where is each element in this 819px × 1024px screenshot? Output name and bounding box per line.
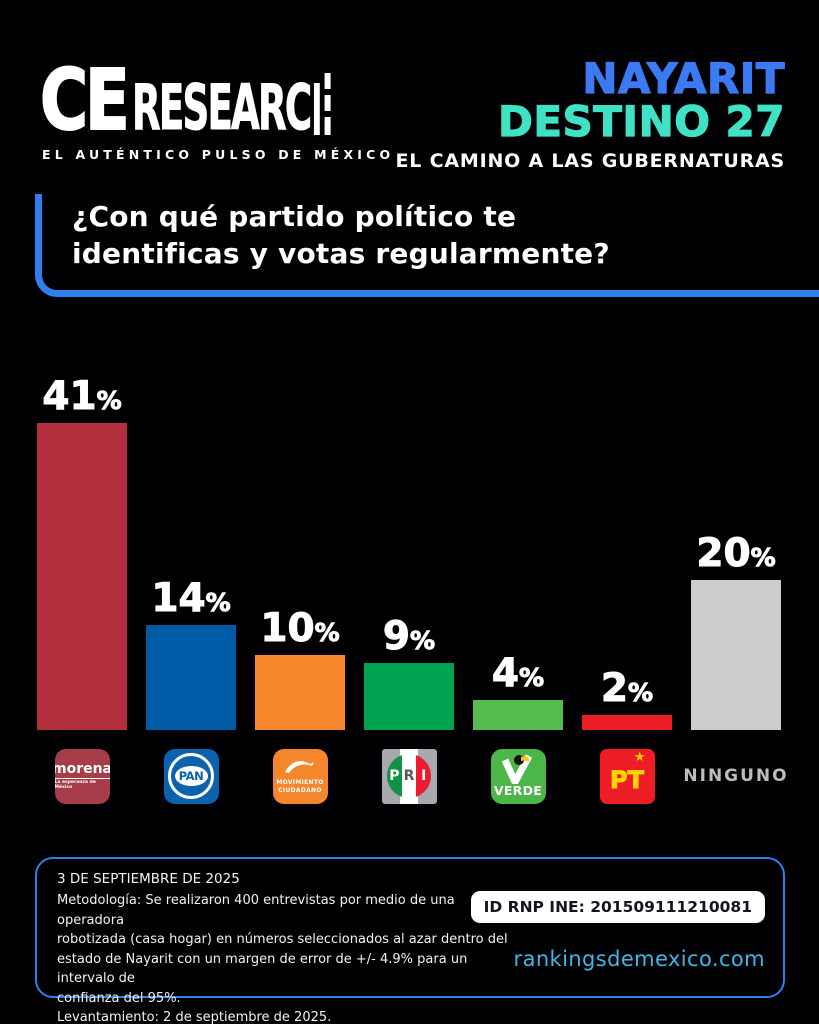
bar-value-label-morena: 41% — [42, 373, 122, 419]
morena-logo-text: morena — [54, 761, 110, 777]
methodology-text: Metodología: Se realizaron 400 entrevist… — [57, 893, 508, 1024]
bar-column-pri: 9% — [364, 613, 454, 730]
bar-pt — [582, 715, 672, 730]
question-line-2: identificas y votas regularmente? — [72, 237, 610, 270]
pt-logo-text: PT — [610, 766, 645, 794]
bar-column-pan: 14% — [146, 579, 236, 730]
brand-tagline: EL AUTÉNTICO PULSO DE MÉXICO — [42, 147, 395, 162]
eagle-icon — [285, 761, 314, 773]
bar-mc — [255, 655, 345, 730]
methodology-box: 3 DE SEPTIEMBRE DE 2025 Metodología: Se … — [35, 857, 785, 1024]
website-link[interactable]: rankingsdemexico.com — [513, 947, 765, 971]
bar-column-verde: 4% — [473, 654, 563, 730]
pri-letter-r: R — [401, 754, 417, 798]
pt-logo-icon: ★ PT — [599, 748, 655, 804]
bar-morena — [37, 422, 127, 730]
morena-logo-icon: morena La esperanza de México — [54, 748, 110, 804]
mc-logo-line-1: MOVIMIENTO — [276, 779, 324, 786]
question-title: ¿Con qué partido político te identificas… — [72, 198, 610, 272]
state-title: NAYARIT — [582, 54, 785, 103]
logo-research-text: RESEARC — [132, 71, 313, 145]
morena-logo-tagline: La esperanza de México — [54, 778, 110, 790]
logo-ce-text: CE — [39, 50, 130, 150]
bar-value-label-pri: 9% — [382, 613, 436, 659]
mc-logo-line-2: CIUDADANO — [278, 786, 322, 794]
bar-column-morena: 41% — [37, 373, 127, 730]
pri-logo-icon: P R I — [381, 748, 437, 804]
verde-logo-text: VERDE — [493, 783, 543, 799]
toucan-check-icon — [501, 754, 533, 785]
bar-value-label-pan: 14% — [151, 576, 231, 621]
bar-chart-icon — [313, 73, 338, 150]
bar-value-label-ninguno: 20% — [696, 531, 776, 576]
bar-pri — [364, 662, 454, 730]
bar-value-label-mc: 10% — [260, 606, 340, 651]
report-titles: NAYARIT DESTINO 27 EL CAMINO A LAS GUBER… — [395, 54, 786, 173]
star-icon: ★ — [633, 749, 646, 765]
bar-value-label-verde: 4% — [491, 651, 545, 696]
pan-logo-icon: PAN — [163, 748, 219, 804]
publish-date: 3 DE SEPTIEMBRE DE 2025 — [57, 871, 240, 887]
bar-ninguno — [691, 580, 781, 730]
pri-letter-p: P — [387, 754, 402, 798]
bar-value-label-pt: 2% — [600, 666, 654, 711]
subtitle: EL CAMINO A LAS GUBERNATURAS — [395, 150, 785, 173]
movimiento-ciudadano-logo-icon: MOVIMIENTO CIUDADANO — [272, 748, 328, 804]
bar-verde — [473, 700, 563, 730]
bar-column-mc: 10% — [255, 609, 345, 730]
bar-column-ninguno: 20% — [691, 534, 781, 730]
question-frame — [35, 194, 819, 297]
bar-column-pt: 2% — [582, 669, 672, 730]
bar-pan — [146, 625, 236, 730]
ine-id-badge: ID RNP INE: 201509111210081 — [470, 891, 765, 923]
pan-logo-text: PAN — [178, 769, 204, 783]
chart-legend-logos: morena La esperanza de México PAN MOVIMI… — [37, 747, 787, 805]
verde-logo-icon: VERDE — [490, 748, 546, 804]
bar-chart: 41% 14% 10% 9% 4% 2% 20% — [37, 345, 781, 730]
pri-letter-i: I — [416, 754, 431, 798]
ninguno-label: NINGUNO — [683, 766, 789, 786]
question-line-1: ¿Con qué partido político te — [72, 200, 517, 233]
series-title: DESTINO 27 — [497, 97, 785, 146]
